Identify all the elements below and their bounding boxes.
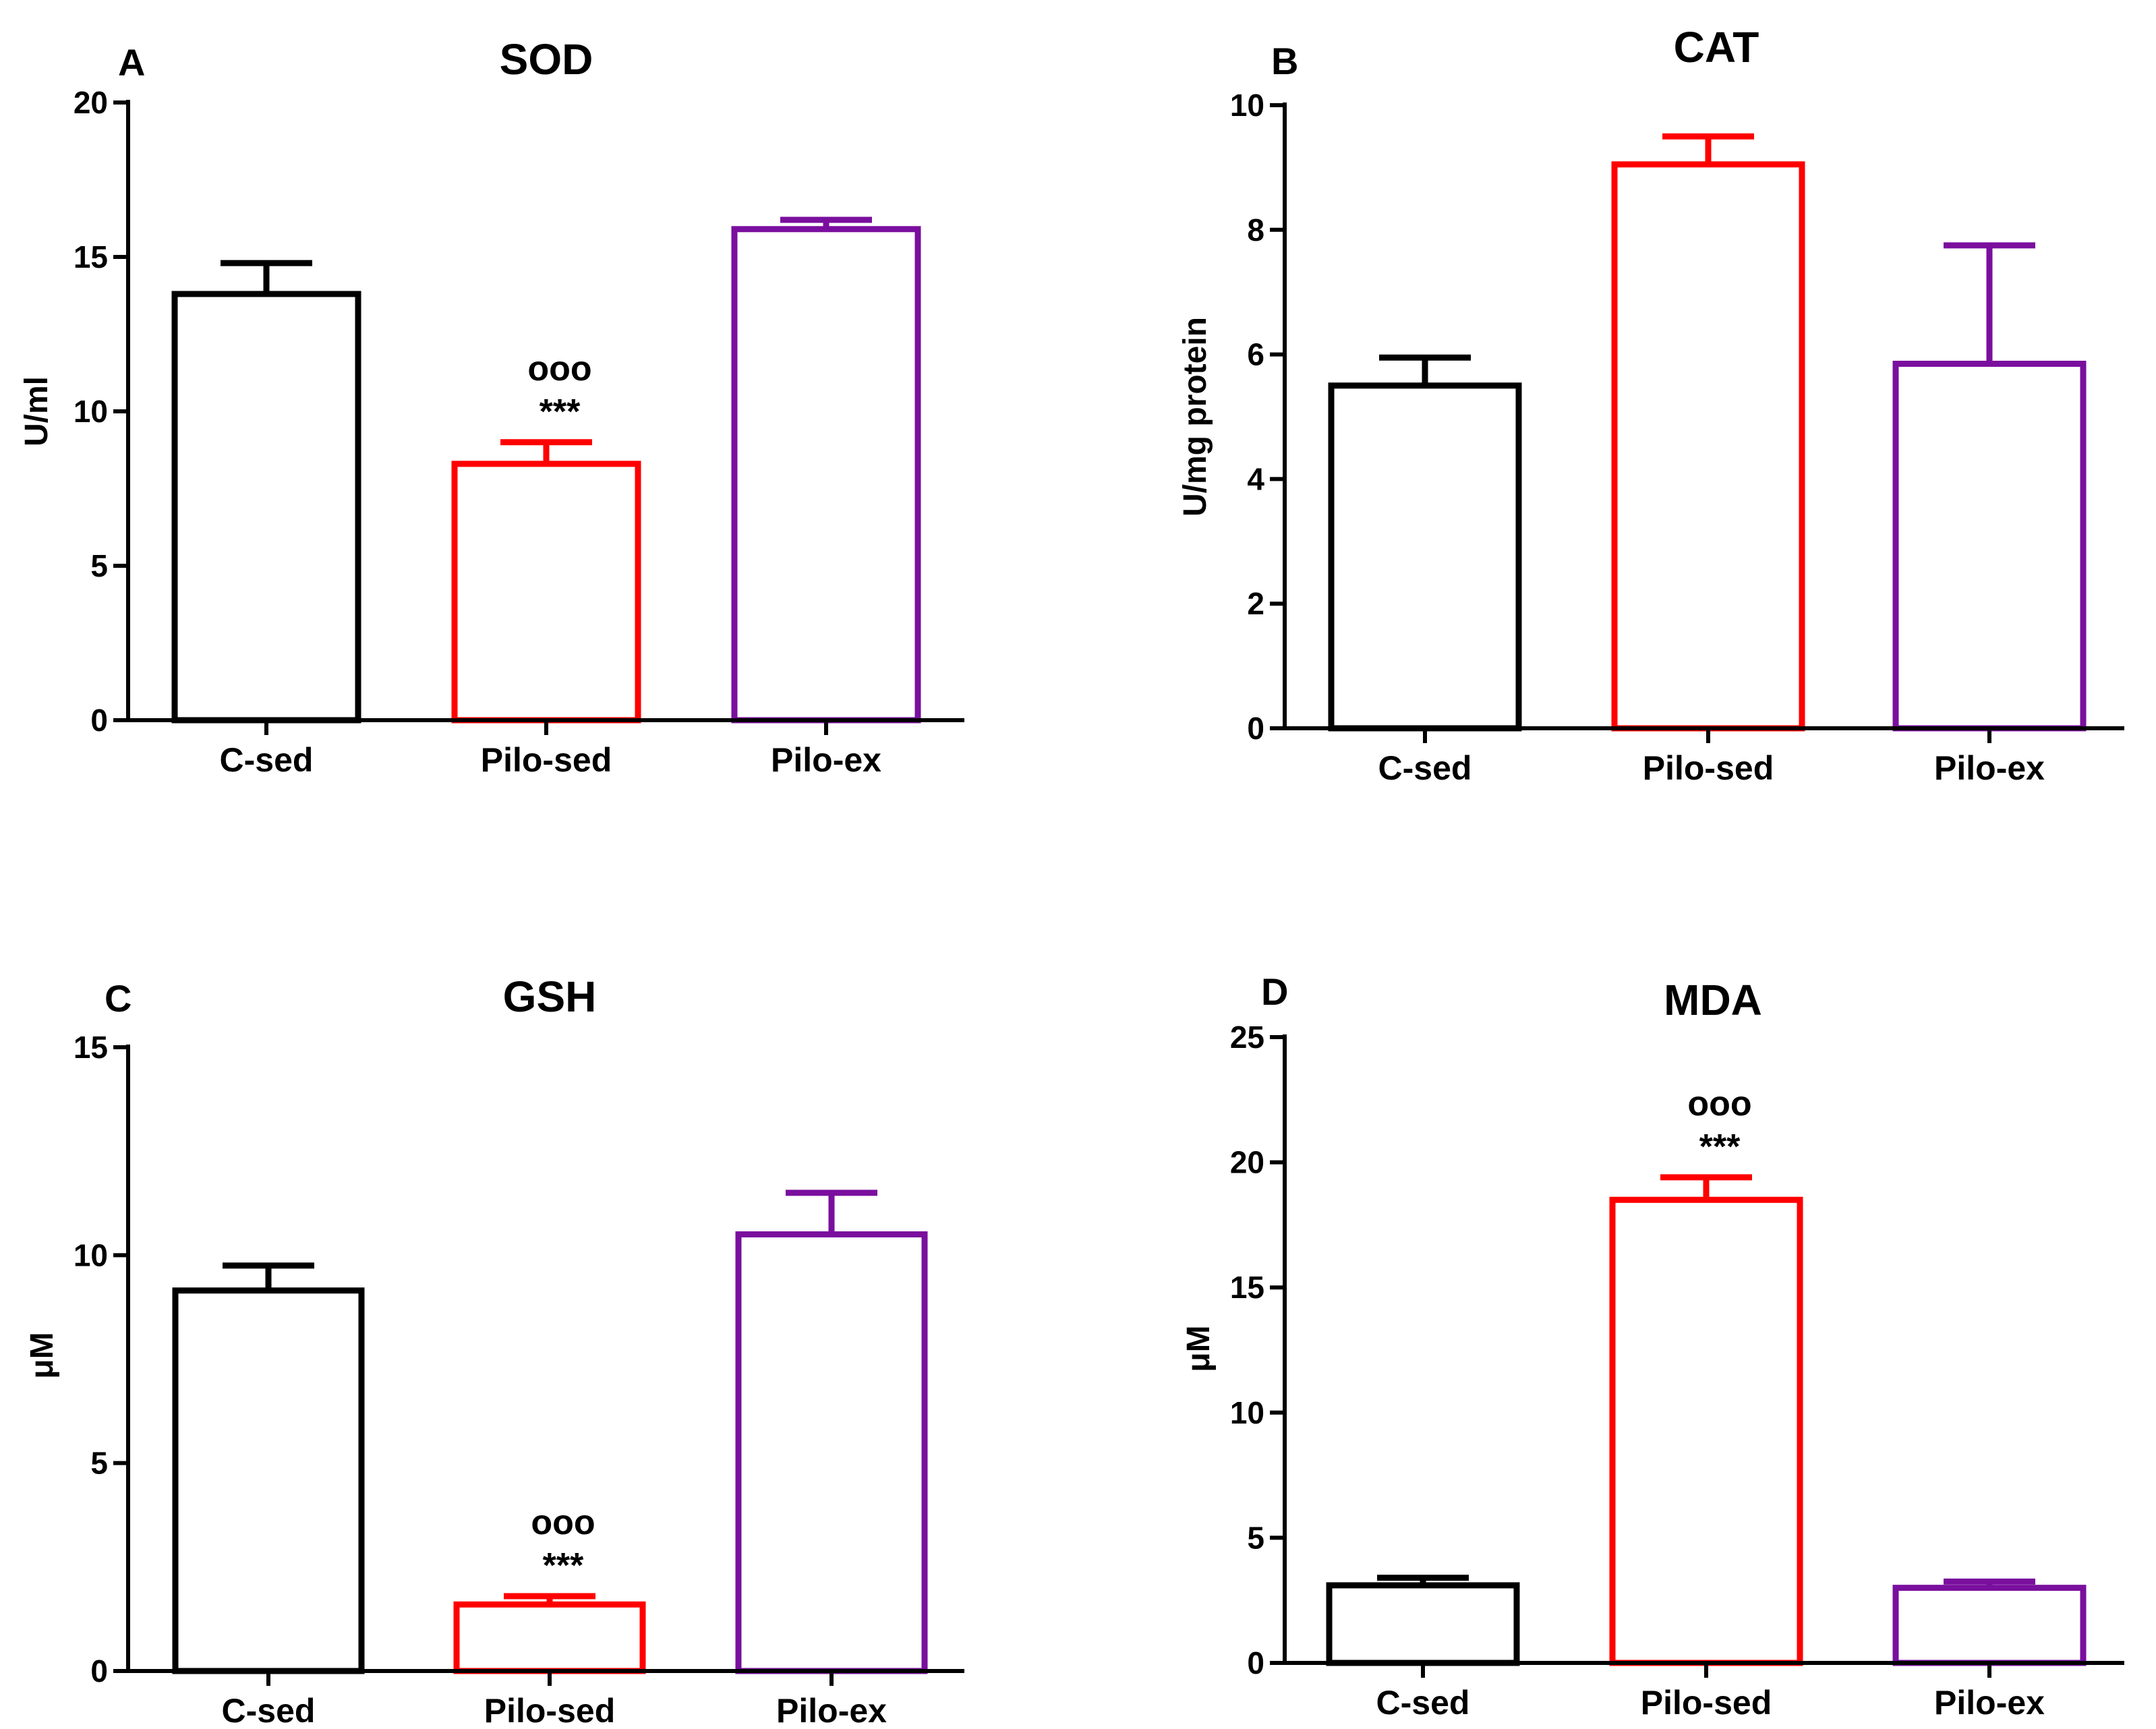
y-tick-label: 0 [90, 1653, 108, 1689]
y-axis-label: μM [1181, 1325, 1217, 1372]
y-tick-label: 8 [1247, 212, 1264, 247]
x-tick-label: Pilo-ex [1934, 1684, 2045, 1722]
y-tick-label: 0 [1247, 711, 1264, 746]
y-tick-label: 10 [1230, 88, 1264, 123]
significance-label: ooo [527, 349, 591, 388]
y-tick-label: 15 [74, 1030, 108, 1065]
y-tick-label: 6 [1247, 337, 1264, 372]
panel-letter: A [118, 41, 145, 84]
y-tick-label: 20 [74, 85, 108, 120]
y-tick-label: 20 [1230, 1145, 1264, 1180]
panel-d: MDA DμM 0 5 10 15 20 25 C-sed Pilo-sed Pilo-ex ooo *… [1181, 970, 2124, 1722]
significance-label: *** [1699, 1127, 1741, 1167]
y-tick-label: 5 [90, 1446, 108, 1481]
x-tick-label: Pilo-ex [1934, 749, 2045, 787]
y-axis-label: U/mg protein [1177, 317, 1213, 517]
x-tick-label: C-sed [1378, 749, 1472, 787]
y-tick-label: 5 [1247, 1520, 1264, 1555]
chart-title: CAT [1674, 23, 1759, 71]
y-tick-label: 4 [1247, 461, 1264, 496]
y-axis-label: U/ml [19, 376, 55, 446]
panel-c: GSH CμM 0 5 10 15 C-sed Pilo-sed Pilo-ex ooo *** [24, 972, 964, 1729]
significance-label: ooo [1687, 1084, 1751, 1123]
x-tick-label: C-sed [220, 741, 314, 779]
x-tick-label: Pilo-ex [771, 741, 881, 779]
bar-pilo-sed [1609, 1196, 1803, 1666]
y-tick-label: 2 [1247, 586, 1264, 621]
panel-letter: B [1271, 40, 1298, 82]
bar-pilo-ex [1892, 1585, 2087, 1666]
y-tick-label: 10 [74, 1237, 108, 1272]
y-tick-label: 10 [74, 394, 108, 429]
bar-pilo-sed [451, 461, 641, 724]
bar-c-sed [171, 291, 361, 724]
x-tick-label: Pilo-sed [1641, 1684, 1772, 1722]
x-tick-label: Pilo-ex [776, 1692, 887, 1729]
y-tick-label: 0 [90, 703, 108, 738]
bar-pilo-sed [453, 1601, 646, 1674]
panel-letter: C [105, 977, 132, 1020]
panel-b: CAT B U/mg protein 0 2 4 6 8 10 C-sed Pilo-sed Pilo… [1177, 23, 2124, 787]
x-tick-label: Pilo-sed [481, 741, 612, 779]
bar-c-sed [1326, 1582, 1520, 1666]
x-tick-label: C-sed [222, 1692, 316, 1729]
bar-pilo-ex [731, 226, 921, 724]
x-tick-label: Pilo-sed [1643, 749, 1774, 787]
x-tick-label: C-sed [1376, 1684, 1470, 1722]
chart-title: SOD [500, 35, 593, 84]
y-tick-label: 10 [1230, 1395, 1264, 1430]
panel-a: SOD A U/ml 0 5 10 15 20 C-sed Pilo-sed Pilo-ex ooo *… [19, 35, 964, 779]
y-tick-label: 5 [90, 548, 108, 583]
bar-pilo-ex [1892, 360, 2087, 732]
chart-title: GSH [503, 972, 597, 1021]
bar-pilo-sed [1611, 161, 1805, 732]
chart-title: MDA [1664, 976, 1762, 1024]
bar-pilo-ex [735, 1231, 928, 1674]
y-tick-label: 25 [1230, 1020, 1264, 1055]
y-axis-label: μM [24, 1332, 60, 1378]
significance-label: ooo [531, 1503, 595, 1542]
x-tick-label: Pilo-sed [484, 1692, 615, 1729]
bar-c-sed [1328, 382, 1522, 732]
bar-c-sed [172, 1287, 365, 1674]
significance-label: *** [540, 392, 581, 432]
y-tick-label: 15 [1230, 1270, 1264, 1305]
y-tick-label: 0 [1247, 1645, 1264, 1680]
significance-label: *** [543, 1546, 584, 1585]
panel-letter: D [1261, 970, 1288, 1013]
y-tick-label: 15 [74, 239, 108, 274]
